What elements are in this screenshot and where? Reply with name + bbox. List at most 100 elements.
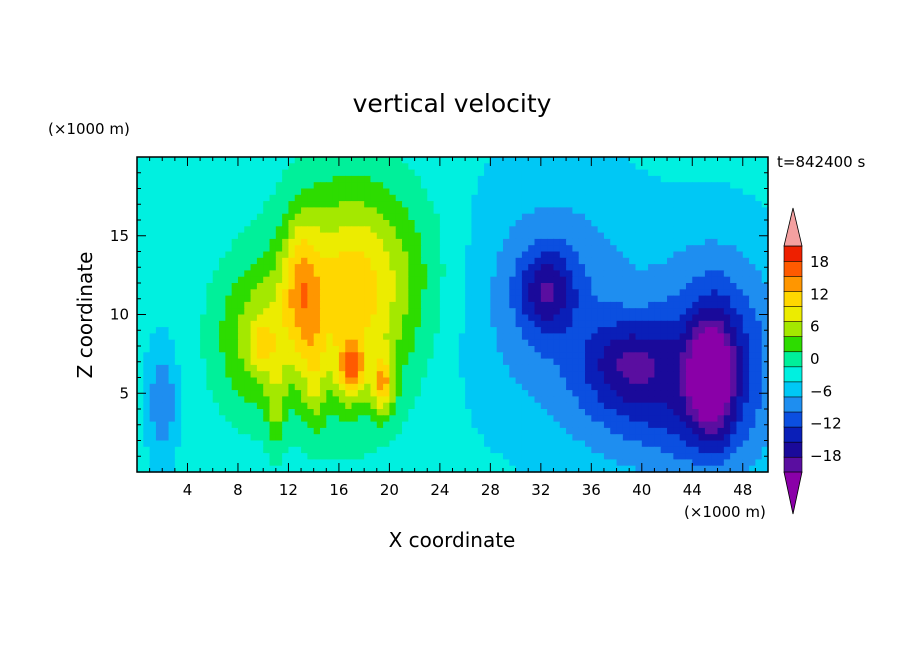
contour-cell [200, 358, 208, 366]
contour-cell [187, 390, 195, 397]
contour-cell [263, 333, 271, 341]
contour-cell [231, 314, 239, 322]
contour-cell [704, 383, 712, 391]
contour-cell [749, 421, 756, 429]
contour-cell [446, 415, 454, 423]
contour-cell [370, 188, 378, 196]
contour-cell [282, 434, 290, 442]
contour-cell [408, 207, 416, 215]
contour-cell [458, 207, 466, 215]
contour-cell [679, 427, 687, 435]
contour-cell [622, 327, 630, 334]
contour-cell [395, 270, 403, 278]
contour-cell [528, 377, 536, 385]
contour-cell [212, 257, 220, 265]
contour-cell [660, 289, 668, 297]
contour-cell [420, 427, 428, 435]
contour-cell [408, 226, 416, 234]
contour-cell [597, 182, 605, 190]
contour-cell [654, 453, 662, 460]
contour-cell [269, 238, 277, 246]
contour-cell [711, 364, 719, 372]
contour-cell [420, 327, 428, 334]
contour-cell [610, 327, 618, 334]
contour-cell [540, 163, 548, 171]
contour-cell [723, 415, 731, 423]
contour-cell [648, 245, 656, 253]
contour-cell [319, 409, 327, 416]
contour-cell [509, 213, 517, 221]
contour-cell [566, 427, 573, 435]
contour-cell [212, 402, 220, 410]
contour-cell [635, 232, 643, 240]
contour-cell [345, 308, 353, 316]
contour-cell [263, 257, 271, 265]
contour-cell [155, 245, 163, 253]
contour-cell [648, 402, 656, 410]
contour-cell [282, 283, 290, 290]
contour-cell [414, 270, 422, 278]
contour-cell [704, 377, 712, 385]
contour-cell [515, 396, 523, 404]
contour-cell [578, 320, 586, 328]
contour-cell [673, 402, 681, 410]
contour-cell [383, 163, 390, 171]
contour-cell [490, 245, 498, 253]
contour-cell [635, 238, 643, 246]
contour-cell [420, 163, 428, 171]
contour-cell [616, 201, 624, 208]
contour-cell [502, 213, 510, 221]
contour-cell [319, 364, 327, 372]
contour-cell [698, 226, 706, 234]
contour-cell [370, 245, 378, 253]
contour-cell [332, 377, 340, 385]
contour-cell [338, 434, 346, 442]
contour-cell [736, 257, 744, 265]
contour-cell [641, 245, 649, 253]
contour-cell [528, 415, 536, 423]
contour-cell [711, 175, 719, 183]
contour-cell [755, 383, 763, 391]
contour-cell [376, 301, 384, 309]
contour-cell [143, 396, 151, 404]
contour-cell [200, 320, 208, 328]
contour-cell [269, 377, 277, 385]
contour-cell [212, 276, 220, 284]
contour-cell [439, 440, 447, 448]
contour-cell [219, 358, 226, 366]
contour-cell [452, 434, 460, 442]
contour-cell [603, 264, 611, 271]
contour-cell [723, 270, 731, 278]
contour-cell [383, 339, 390, 347]
contour-cell [717, 301, 725, 309]
contour-cell [181, 352, 189, 360]
contour-cell [471, 201, 479, 208]
contour-cell [193, 213, 201, 221]
contour-cell [730, 175, 738, 183]
contour-cell [231, 415, 239, 423]
contour-cell [408, 276, 416, 284]
contour-cell [332, 415, 340, 423]
contour-cell [496, 333, 504, 341]
contour-cell [471, 314, 479, 322]
contour-cell [736, 232, 744, 240]
contour-cell [200, 415, 208, 423]
contour-cell [547, 440, 555, 448]
contour-cell [433, 358, 441, 366]
contour-cell [585, 358, 592, 366]
contour-cell [225, 295, 233, 303]
contour-cell [143, 194, 151, 202]
contour-cell [174, 346, 182, 353]
contour-cell [250, 327, 258, 334]
contour-cell [477, 251, 485, 259]
contour-cell [723, 301, 731, 309]
contour-cell [439, 383, 447, 391]
contour-cell [319, 459, 327, 467]
contour-cell [250, 213, 258, 221]
contour-cell [256, 390, 264, 397]
contour-cell [338, 301, 346, 309]
contour-cell [168, 163, 176, 171]
contour-cell [402, 301, 409, 309]
contour-cell [509, 264, 517, 271]
contour-cell [225, 213, 233, 221]
